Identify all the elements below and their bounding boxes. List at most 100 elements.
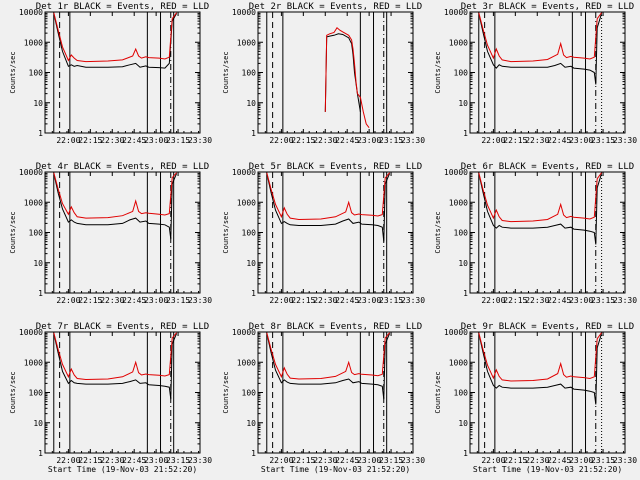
- y-tick-label: 10000: [19, 328, 43, 337]
- y-tick-label: 10: [246, 99, 256, 108]
- x-tick-label: 22:15: [291, 136, 315, 145]
- x-tick-label: 23:00: [569, 296, 593, 305]
- y-tick-label: 1: [251, 449, 256, 458]
- y-tick-label: 1000: [237, 198, 256, 207]
- x-tick-label: 23:00: [569, 456, 593, 465]
- chart-panel-3: Det 3r BLACK = Events, RED = LLD22:0022:…: [434, 2, 637, 145]
- x-tick-label: 23:15: [166, 296, 190, 305]
- chart-title: Det 3r BLACK = Events, RED = LLD: [461, 2, 634, 12]
- x-tick-label: 22:15: [503, 456, 527, 465]
- y-tick-label: 10: [33, 259, 43, 268]
- y-tick-label: 10: [458, 259, 468, 268]
- x-tick-label: 22:00: [56, 296, 80, 305]
- x-tick-label: 23:00: [144, 136, 168, 145]
- x-tick-label: 22:15: [78, 296, 102, 305]
- chart-panel-9: Det 9r BLACK = Events, RED = LLD22:0022:…: [434, 322, 637, 474]
- y-tick-label: 10000: [232, 328, 256, 337]
- series-line-lld: [478, 172, 603, 223]
- x-tick-label: 23:15: [166, 136, 190, 145]
- plot-frame: [257, 331, 414, 454]
- x-tick-label: 23:30: [613, 296, 637, 305]
- x-tick-label: 23:30: [401, 456, 425, 465]
- chart-title: Det 8r BLACK = Events, RED = LLD: [249, 322, 422, 332]
- series-line-events: [266, 333, 391, 400]
- chart-title: Det 6r BLACK = Events, RED = LLD: [461, 162, 634, 172]
- y-tick-label: 1: [38, 129, 43, 138]
- y-tick-label: 10: [33, 99, 43, 108]
- chart-panel-4: Det 4r BLACK = Events, RED = LLD22:0022:…: [9, 162, 212, 305]
- x-tick-label: 22:45: [335, 136, 359, 145]
- y-tick-label: 1: [38, 289, 43, 298]
- y-tick-label: 1: [38, 449, 43, 458]
- x-tick-label: 22:45: [547, 456, 571, 465]
- y-tick-label: 100: [454, 69, 469, 78]
- series-line-lld: [53, 332, 177, 381]
- y-tick-label: 10000: [232, 168, 256, 177]
- x-tick-label: 23:30: [188, 296, 212, 305]
- x-axis-label: Start Time (19-Nov-03 21:52:20): [261, 465, 410, 474]
- y-tick-label: 1000: [24, 198, 43, 207]
- x-axis-label: Start Time (19-Nov-03 21:52:20): [48, 465, 197, 474]
- series-line-events: [53, 173, 178, 240]
- y-tick-label: 10: [458, 99, 468, 108]
- x-tick-label: 22:30: [100, 456, 124, 465]
- y-tick-label: 100: [29, 69, 44, 78]
- y-tick-label: 10000: [444, 168, 468, 177]
- x-tick-label: 22:45: [122, 456, 146, 465]
- y-tick-label: 1: [251, 289, 256, 298]
- chart-panel-1: Det 1r BLACK = Events, RED = LLD22:0022:…: [9, 2, 212, 145]
- x-tick-label: 22:00: [481, 296, 505, 305]
- x-tick-label: 23:15: [591, 296, 615, 305]
- x-tick-label: 22:30: [313, 456, 337, 465]
- x-tick-label: 22:00: [56, 456, 80, 465]
- y-tick-label: 100: [29, 389, 44, 398]
- x-tick-label: 23:15: [591, 456, 615, 465]
- x-tick-label: 22:00: [481, 456, 505, 465]
- x-tick-label: 23:00: [144, 456, 168, 465]
- x-tick-label: 23:30: [401, 136, 425, 145]
- series-line-lld: [478, 332, 603, 382]
- x-tick-label: 22:15: [291, 296, 315, 305]
- x-tick-label: 23:15: [379, 456, 403, 465]
- chart-panel-5: Det 5r BLACK = Events, RED = LLD22:0022:…: [222, 162, 425, 305]
- series-line-events: [478, 173, 603, 245]
- y-axis-label: Counts/sec: [9, 211, 17, 253]
- y-tick-label: 100: [242, 389, 257, 398]
- y-tick-label: 1: [251, 129, 256, 138]
- y-tick-label: 10: [458, 419, 468, 428]
- chart-panel-7: Det 7r BLACK = Events, RED = LLD22:0022:…: [9, 322, 212, 474]
- x-tick-label: 22:30: [313, 296, 337, 305]
- chart-title: Det 5r BLACK = Events, RED = LLD: [249, 162, 422, 172]
- y-tick-label: 100: [242, 229, 257, 238]
- chart-panel-6: Det 6r BLACK = Events, RED = LLD22:0022:…: [434, 162, 637, 305]
- x-tick-label: 22:45: [122, 136, 146, 145]
- x-tick-label: 22:30: [525, 136, 549, 145]
- y-tick-label: 10: [33, 419, 43, 428]
- y-tick-label: 10: [246, 419, 256, 428]
- y-axis-label: Counts/sec: [9, 371, 17, 413]
- y-tick-label: 100: [29, 229, 44, 238]
- x-tick-label: 22:15: [78, 136, 102, 145]
- y-tick-label: 1000: [237, 38, 256, 47]
- x-tick-label: 23:15: [379, 296, 403, 305]
- y-tick-label: 1000: [449, 358, 468, 367]
- chart-title: Det 2r BLACK = Events, RED = LLD: [249, 2, 422, 12]
- x-tick-label: 22:30: [525, 296, 549, 305]
- series-line-events: [53, 13, 178, 69]
- y-tick-label: 1000: [24, 38, 43, 47]
- y-tick-label: 10000: [444, 8, 468, 17]
- x-tick-label: 22:45: [122, 296, 146, 305]
- plot-frame: [44, 11, 201, 134]
- plot-frame: [44, 331, 201, 454]
- x-tick-label: 22:15: [503, 296, 527, 305]
- x-tick-label: 23:00: [357, 136, 381, 145]
- y-tick-label: 100: [242, 69, 257, 78]
- x-tick-label: 22:15: [503, 136, 527, 145]
- x-tick-label: 23:15: [379, 136, 403, 145]
- y-tick-label: 10000: [19, 168, 43, 177]
- chart-title: Det 9r BLACK = Events, RED = LLD: [461, 322, 634, 332]
- x-tick-label: 23:30: [401, 296, 425, 305]
- series-line-events: [478, 333, 603, 405]
- x-tick-label: 22:30: [100, 296, 124, 305]
